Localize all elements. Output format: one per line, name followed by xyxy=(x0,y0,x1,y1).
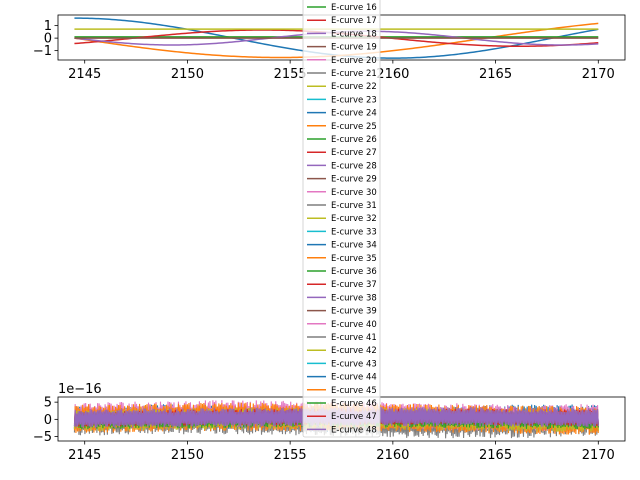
legend-entry: E-curve 34 xyxy=(307,241,377,251)
legend-label: E-curve 23 xyxy=(331,95,377,105)
bottom-y-tick-label: 0 xyxy=(44,413,52,428)
legend-entry: E-curve 17 xyxy=(307,16,377,26)
legend-entry: E-curve 38 xyxy=(307,293,377,303)
legend-label: E-curve 39 xyxy=(331,307,377,317)
legend-entry: E-curve 24 xyxy=(307,109,377,119)
legend-label: E-curve 32 xyxy=(331,214,377,224)
legend-entry: E-curve 30 xyxy=(307,188,377,198)
legend-label: E-curve 21 xyxy=(331,69,377,79)
legend-label: E-curve 33 xyxy=(331,227,377,237)
legend-entry: E-curve 35 xyxy=(307,254,377,264)
legend-label: E-curve 42 xyxy=(331,346,377,356)
bottom-x-tick-label: 2170 xyxy=(582,448,615,463)
legend-label: E-curve 36 xyxy=(331,267,377,277)
legend-label: E-curve 43 xyxy=(331,359,377,369)
legend-entry: E-curve 18 xyxy=(307,29,377,39)
bottom-offset-label: 1e−16 xyxy=(58,382,102,397)
legend-entry: E-curve 36 xyxy=(307,267,377,277)
legend-label: E-curve 45 xyxy=(331,386,377,396)
bottom-y-tick-label: 5 xyxy=(44,396,52,411)
legend-label: E-curve 31 xyxy=(331,201,377,211)
legend-entry: E-curve 29 xyxy=(307,175,377,185)
legend-entry: E-curve 37 xyxy=(307,280,377,290)
legend-label: E-curve 16 xyxy=(331,3,377,13)
legend-label: E-curve 46 xyxy=(331,399,377,409)
legend-entry: E-curve 43 xyxy=(307,359,377,369)
legend-label: E-curve 38 xyxy=(331,293,377,303)
legend-entry: E-curve 39 xyxy=(307,307,377,317)
legend-entry: E-curve 47 xyxy=(307,412,377,422)
legend-label: E-curve 19 xyxy=(331,43,377,53)
legend-label: E-curve 18 xyxy=(331,29,377,39)
legend-entry: E-curve 23 xyxy=(307,95,377,105)
top-x-axis: 2145 2150 2155 2160 2165 2170 xyxy=(68,60,615,82)
legend-entry: E-curve 20 xyxy=(307,56,377,66)
legend-entry: E-curve 25 xyxy=(307,122,377,132)
legend-entry: E-curve 46 xyxy=(307,399,377,409)
legend-entry: E-curve 21 xyxy=(307,69,377,79)
legend-label: E-curve 25 xyxy=(331,122,377,132)
legend: E-curve 16 E-curve 17 E-curve 18 E-curve 19… xyxy=(302,0,381,438)
legend-label: E-curve 41 xyxy=(331,333,377,343)
bottom-x-tick-label: 2160 xyxy=(376,448,409,463)
top-y-tick-label: −1 xyxy=(33,44,52,59)
legend-label: E-curve 47 xyxy=(331,412,377,422)
top-y-tick-label: 1 xyxy=(44,19,52,34)
bottom-x-tick-label: 2145 xyxy=(68,448,101,463)
legend-entry: E-curve 40 xyxy=(307,320,377,330)
top-x-tick-label: 2165 xyxy=(479,67,512,82)
bottom-panel: 2145 2150 2155 2160 2165 2170 −5 0 5 1e−16 xyxy=(33,382,626,463)
legend-label: E-curve 24 xyxy=(331,109,377,119)
bottom-y-axis: −5 0 5 xyxy=(33,396,58,445)
legend-entry: E-curve 33 xyxy=(307,227,377,237)
top-y-axis: −101 xyxy=(33,19,58,59)
bottom-x-tick-label: 2150 xyxy=(171,448,204,463)
legend-label: E-curve 22 xyxy=(331,82,377,92)
legend-entry: E-curve 27 xyxy=(307,148,377,158)
legend-entry: E-curve 45 xyxy=(307,386,377,396)
legend-entry: E-curve 41 xyxy=(307,333,377,343)
bottom-x-axis: 2145 2150 2155 2160 2165 2170 xyxy=(68,441,615,463)
legend-label: E-curve 17 xyxy=(331,16,377,26)
legend-entry: E-curve 42 xyxy=(307,346,377,356)
top-x-tick-label: 2155 xyxy=(274,67,307,82)
legend-label: E-curve 20 xyxy=(331,56,377,66)
legend-entry: E-curve 44 xyxy=(307,373,377,383)
top-x-tick-label: 2170 xyxy=(582,67,615,82)
legend-label: E-curve 44 xyxy=(331,373,377,383)
bottom-x-tick-label: 2155 xyxy=(274,448,307,463)
legend-entry: E-curve 31 xyxy=(307,201,377,211)
legend-label: E-curve 30 xyxy=(331,188,377,198)
top-x-tick-label: 2160 xyxy=(376,67,409,82)
legend-label: E-curve 37 xyxy=(331,280,377,290)
top-x-tick-label: 2150 xyxy=(171,67,204,82)
legend-label: E-curve 27 xyxy=(331,148,377,158)
legend-label: E-curve 40 xyxy=(331,320,377,330)
legend-entry: E-curve 19 xyxy=(307,43,377,53)
bottom-x-tick-label: 2165 xyxy=(479,448,512,463)
legend-label: E-curve 29 xyxy=(331,175,377,185)
top-x-tick-label: 2145 xyxy=(68,67,101,82)
legend-entry: E-curve 32 xyxy=(307,214,377,224)
top-y-tick-label: 0 xyxy=(44,32,52,47)
legend-entry: E-curve 28 xyxy=(307,161,377,171)
legend-label: E-curve 34 xyxy=(331,241,377,251)
legend-box xyxy=(302,0,381,438)
legend-entry: E-curve 48 xyxy=(307,425,377,435)
legend-entry: E-curve 16 xyxy=(307,3,377,13)
legend-label: E-curve 35 xyxy=(331,254,377,264)
legend-label: E-curve 26 xyxy=(331,135,377,145)
legend-entry: E-curve 26 xyxy=(307,135,377,145)
legend-entry: E-curve 22 xyxy=(307,82,377,92)
legend-label: E-curve 28 xyxy=(331,161,377,171)
legend-label: E-curve 48 xyxy=(331,425,377,435)
bottom-y-tick-label: −5 xyxy=(33,430,52,445)
